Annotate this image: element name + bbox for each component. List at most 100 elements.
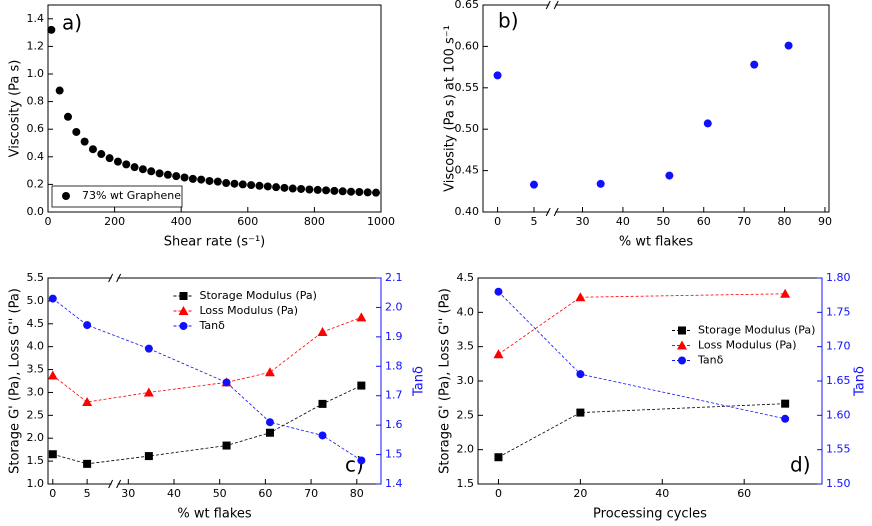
x-tick-label: 40 xyxy=(655,487,669,500)
y2-tick-label: 1.6 xyxy=(385,418,403,431)
legend-label: Tanδ xyxy=(199,319,226,332)
marker xyxy=(144,452,153,461)
marker xyxy=(48,294,57,303)
marker xyxy=(113,157,122,166)
marker xyxy=(494,287,503,296)
x-axis-title: Processing cycles xyxy=(593,507,707,522)
marker xyxy=(80,137,89,146)
y2-tick-label: 1.8 xyxy=(385,359,403,372)
series-line xyxy=(52,385,362,465)
y-tick-label: 3.0 xyxy=(27,385,45,398)
y-tick-label: 0.65 xyxy=(455,0,480,11)
legend-label: 73% wt Graphene xyxy=(82,189,181,202)
axis-break-mark xyxy=(116,479,122,489)
marker xyxy=(494,453,503,462)
marker xyxy=(205,176,214,185)
series-line xyxy=(498,291,786,420)
y-tick-label: 0.60 xyxy=(455,39,480,52)
legend-marker xyxy=(677,340,687,350)
series-line xyxy=(498,403,786,458)
marker xyxy=(596,179,605,188)
x-tick-label: 1000 xyxy=(367,215,395,228)
marker xyxy=(288,184,297,193)
x-tick-label: 30 xyxy=(576,215,590,228)
marker xyxy=(213,177,222,186)
x-tick-label: 5 xyxy=(530,215,537,228)
axis-break-mark xyxy=(116,273,122,283)
x-tick-label: 50 xyxy=(656,215,670,228)
marker xyxy=(105,154,114,163)
marker xyxy=(63,112,72,121)
y-tick-label: 1.0 xyxy=(27,67,45,80)
marker xyxy=(576,370,585,379)
panel-label: d) xyxy=(790,453,811,477)
panel: 0 200 400 600 800 1000 0.0 0.2 0.4 0.6 0.8 1.0 1.2 1.… xyxy=(8,4,395,250)
legend-marker xyxy=(678,326,686,335)
y-tick-label: 2.0 xyxy=(27,431,45,444)
x-tick-label: 0 xyxy=(495,487,502,500)
y-tick-label: 3.0 xyxy=(457,374,475,387)
legend-marker xyxy=(62,192,70,200)
marker xyxy=(305,185,314,194)
panel: 0 5 30 40 50 60 70 80 90 0.40 0.45 0.50 0.55 0.60 0.65… xyxy=(443,0,832,250)
axis-break-gap xyxy=(111,481,118,487)
legend-marker xyxy=(178,306,189,315)
x-tick-label: 0 xyxy=(49,487,56,500)
x-tick-label: 60 xyxy=(737,487,751,500)
y2-tick-label: 1.7 xyxy=(385,389,403,402)
marker xyxy=(781,414,790,423)
axis-break-mark xyxy=(545,0,551,10)
y-tick-label: 0.8 xyxy=(27,95,45,108)
y-tick-label: 3.5 xyxy=(27,363,45,376)
legend-marker xyxy=(179,292,188,300)
y-tick-label: 0.40 xyxy=(455,205,480,218)
marker xyxy=(48,450,57,459)
marker xyxy=(665,171,674,180)
axis-break-gap xyxy=(549,2,556,8)
y2-tick-label: 2.1 xyxy=(385,271,403,284)
marker xyxy=(265,428,274,437)
marker xyxy=(122,160,131,169)
marker xyxy=(97,150,106,159)
marker xyxy=(703,119,712,128)
marker xyxy=(781,399,790,408)
y2-tick-label: 1.50 xyxy=(826,477,851,490)
marker xyxy=(83,321,92,330)
marker xyxy=(172,172,181,181)
marker xyxy=(317,327,328,337)
x-tick-label: 60 xyxy=(258,487,272,500)
marker xyxy=(372,188,381,197)
marker xyxy=(318,399,327,408)
marker xyxy=(493,349,504,359)
marker xyxy=(493,71,502,80)
y-tick-label: 2.5 xyxy=(457,408,475,421)
y-tick-label: 1.5 xyxy=(27,454,45,467)
axis-break-gap xyxy=(111,275,118,281)
y-axis-title: Viscosity (Pa s) at 100 s⁻¹ xyxy=(443,25,458,192)
marker xyxy=(143,387,154,397)
legend-marker xyxy=(179,322,188,330)
y-axis-title: Storage G' (Pa), Loss G'' (Pa) xyxy=(438,288,453,474)
y2-axis-title: Tanδ xyxy=(412,366,427,397)
legend-frame xyxy=(51,185,183,208)
y-tick-label: 2.0 xyxy=(457,443,475,456)
marker xyxy=(576,408,585,417)
y2-tick-label: 1.9 xyxy=(385,330,403,343)
marker xyxy=(222,441,231,450)
marker xyxy=(47,25,56,34)
marker xyxy=(82,397,93,407)
y-tick-label: 5.0 xyxy=(27,294,45,307)
x-tick-label: 80 xyxy=(350,487,364,500)
y-axis-title: Viscosity (Pa s) xyxy=(8,60,23,158)
y2-tick-label: 1.75 xyxy=(826,305,851,318)
y-axis-title: Storage G' (Pa), Loss G'' (Pa) xyxy=(8,288,23,474)
y-tick-label: 1.4 xyxy=(27,12,45,25)
y2-axis-title: Tanδ xyxy=(853,366,868,397)
marker xyxy=(272,183,281,192)
marker xyxy=(72,127,81,136)
legend-marker xyxy=(678,356,686,365)
legend: 73% wt Graphene xyxy=(51,185,183,208)
marker xyxy=(280,183,289,192)
marker xyxy=(750,60,759,69)
